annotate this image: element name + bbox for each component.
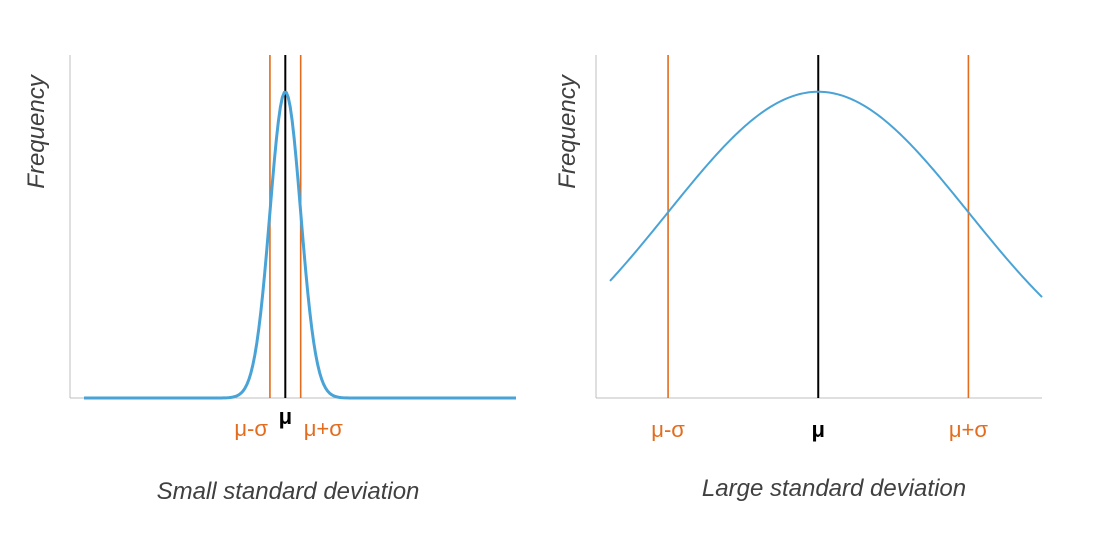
y-axis-label: Frequency xyxy=(23,73,50,188)
x-axis-label: Large standard deviation xyxy=(702,475,966,502)
plus-sigma-label: μ+σ xyxy=(949,417,989,442)
minus-sigma-label: μ-σ xyxy=(234,416,268,441)
distribution-curve xyxy=(84,90,516,400)
plus-sigma-label: μ+σ xyxy=(304,416,344,441)
minus-sigma-label: μ-σ xyxy=(651,417,685,442)
y-axis-label: Frequency xyxy=(554,73,581,188)
panel-small-sd: Frequency Small standard deviation μ-σ μ μ… xyxy=(23,55,516,505)
mean-label: μ xyxy=(279,404,292,429)
distribution-curve xyxy=(609,90,1043,298)
mean-label: μ xyxy=(812,417,825,442)
x-axis-label: Small standard deviation xyxy=(157,478,420,505)
panel-large-sd: Frequency Large standard deviation μ-σ μ μ… xyxy=(554,55,1043,502)
